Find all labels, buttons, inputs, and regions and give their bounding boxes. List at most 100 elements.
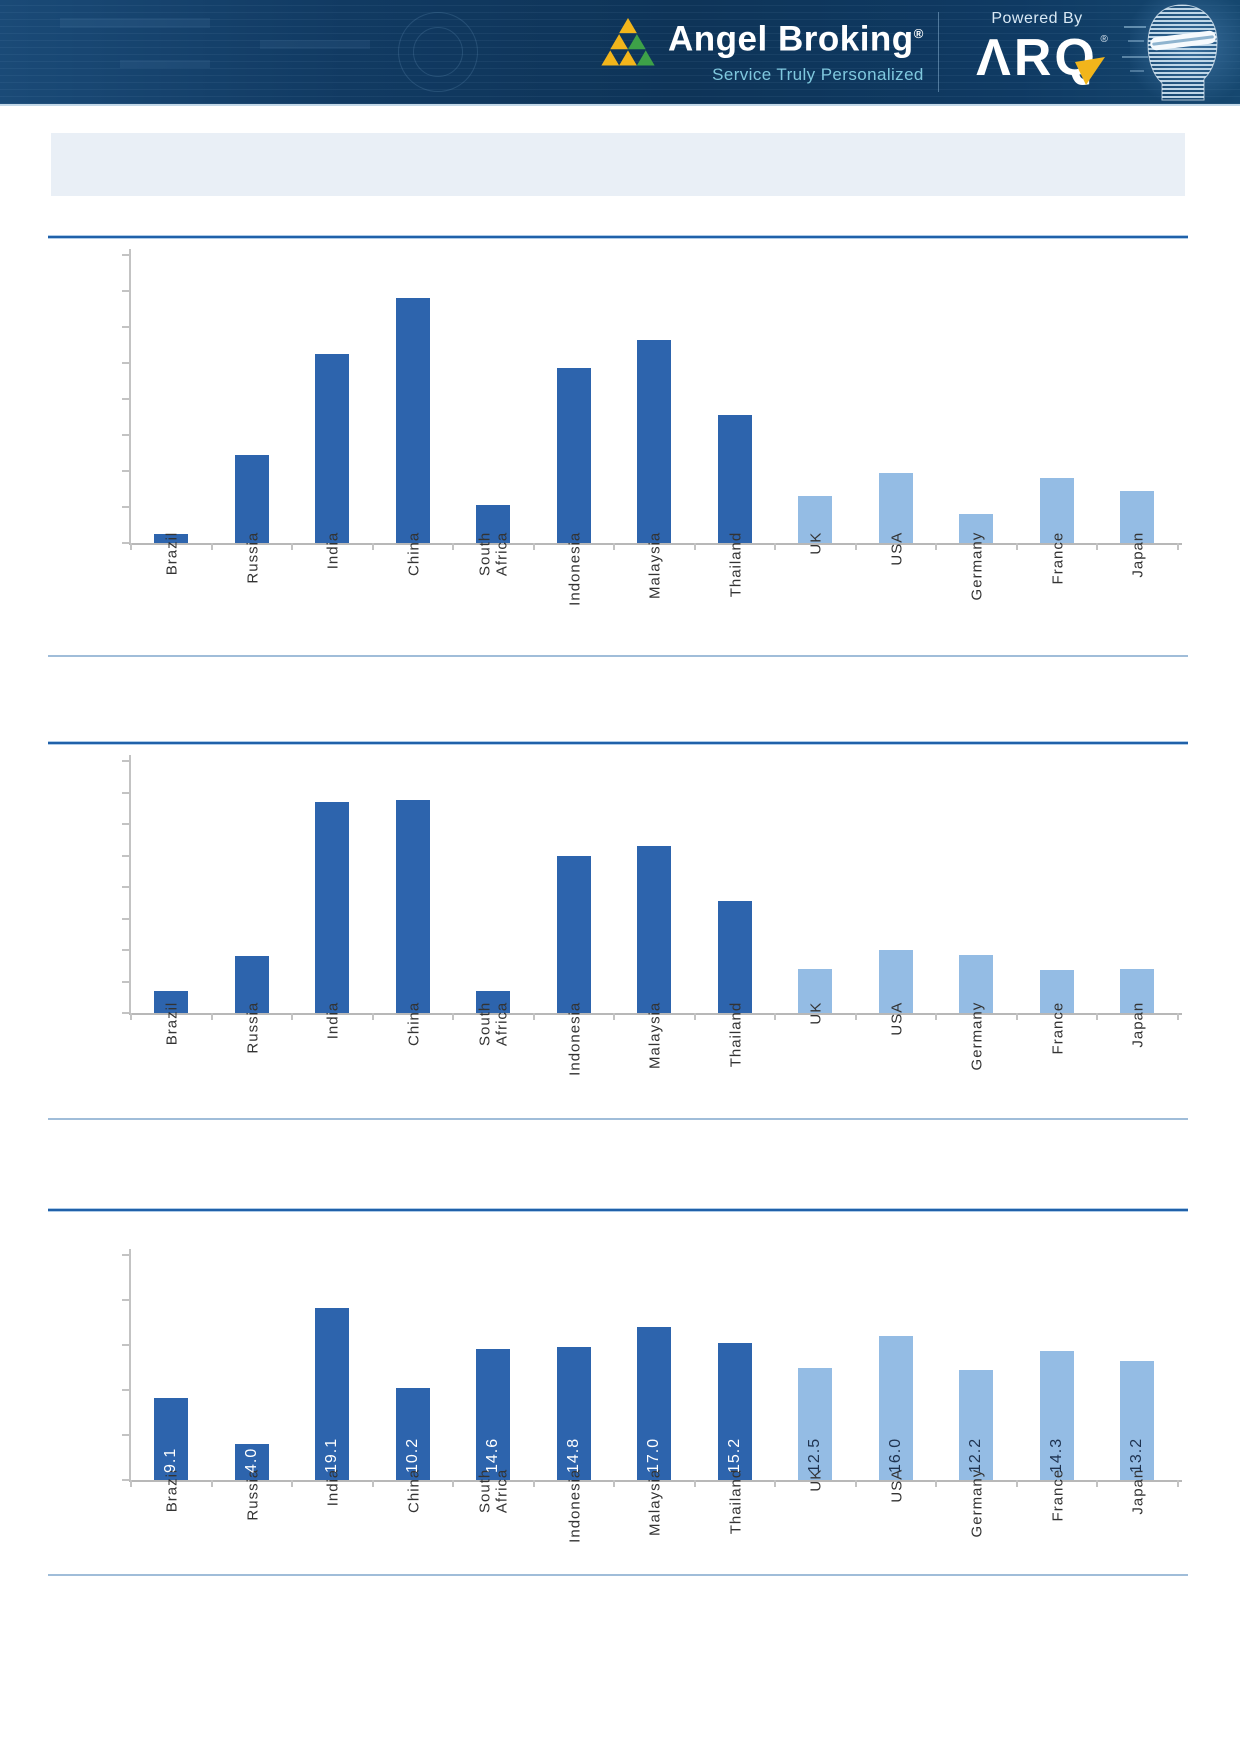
bar-china <box>395 800 430 1013</box>
x-label-malaysia: Malaysia <box>614 1469 695 1610</box>
x-label-south-africa: South Africa <box>453 1469 534 1610</box>
bar-brazil <box>154 1398 189 1480</box>
x-label-uk: UK <box>775 1002 856 1143</box>
chart-2-x-tick <box>693 1013 696 1020</box>
bar-russia <box>234 454 269 543</box>
chart-1-y-tick <box>122 290 129 292</box>
chart-2-y-tick <box>122 1012 129 1014</box>
circuit-chip-decor <box>120 60 210 68</box>
bar-germany <box>959 1370 994 1480</box>
chart-1-x-tick <box>1015 543 1018 550</box>
chart-2-x-tick <box>1096 1013 1098 1020</box>
chart-3-x-tick <box>1015 1480 1018 1487</box>
chart-2-x-tick <box>210 1013 213 1020</box>
digital-head-icon <box>1122 0 1240 102</box>
circuit-circle-decor <box>398 12 478 92</box>
chart-3-x-tick <box>532 1480 535 1487</box>
chart-3-y-tick <box>122 1299 129 1301</box>
chart-3-y-tick <box>122 1344 129 1346</box>
x-label-south-africa: South Africa <box>453 1002 534 1143</box>
arq-registered-mark: ® <box>1100 34 1108 45</box>
chart-2-x-tick <box>291 1013 293 1020</box>
bar-france <box>1039 970 1074 1013</box>
bar-china <box>395 1388 430 1480</box>
chart-3-x-tick <box>452 1480 454 1487</box>
chart-2-bottom-rule <box>48 1118 1188 1120</box>
chart-3-top-rule <box>48 1208 1188 1212</box>
bar-malaysia <box>637 1327 672 1480</box>
x-label-indonesia: Indonesia <box>534 1002 615 1143</box>
x-label-brazil: Brazil <box>131 1002 212 1143</box>
x-label-russia: Russia <box>212 1469 293 1610</box>
x-label-germany: Germany <box>936 1002 1017 1143</box>
title-band <box>51 133 1185 196</box>
bar-france <box>1039 1351 1074 1480</box>
bar-uk <box>798 496 833 543</box>
chart-3-y-tick <box>122 1479 129 1481</box>
x-label-france: France <box>1017 1469 1098 1610</box>
chart-1-y-axis <box>129 249 131 543</box>
chart-1-y-tick <box>122 254 129 256</box>
chart-1-x-tick <box>371 543 374 550</box>
chart-1-x-tick <box>854 543 857 550</box>
chart-3-y-tick <box>122 1389 129 1391</box>
chart-1-y-tick <box>122 434 129 436</box>
bar-japan <box>1120 1361 1155 1480</box>
chart-2-y-tick <box>122 854 129 857</box>
bar-germany <box>959 954 994 1013</box>
header-divider <box>938 12 939 92</box>
bar-india <box>315 1308 350 1480</box>
x-label-malaysia: Malaysia <box>614 1002 695 1143</box>
chart-1-x-tick <box>1176 543 1179 550</box>
chart-1-y-tick <box>122 542 129 544</box>
chart-2-x-tick <box>1015 1013 1018 1020</box>
bar-germany <box>959 514 994 543</box>
arq-wordmark: ΛRQ <box>976 29 1098 87</box>
bar-china <box>395 298 430 543</box>
chart-2-x-tick <box>452 1013 454 1020</box>
bar-india <box>315 801 350 1013</box>
chart-2-y-tick <box>122 823 129 825</box>
chart-3-bottom-rule <box>48 1574 1188 1576</box>
chart-3-x-tick <box>613 1480 615 1487</box>
powered-by-label: Powered By <box>991 10 1083 27</box>
chart-1-x-tick <box>130 543 132 550</box>
chart-3-x-tick <box>210 1480 213 1487</box>
bar-brazil <box>154 534 189 543</box>
chart-1-x-tick <box>1096 543 1098 550</box>
chart-1-y-tick <box>122 326 129 328</box>
bar-india <box>315 354 350 543</box>
bar-thailand <box>717 1343 752 1480</box>
chart-1-x-tick <box>613 543 615 550</box>
x-label-russia: Russia <box>212 1002 293 1143</box>
bar-malaysia <box>637 846 672 1013</box>
chart-2-y-tick <box>122 949 129 951</box>
bar-indonesia <box>556 1346 591 1480</box>
circuit-circle-decor <box>413 27 463 77</box>
x-label-thailand: Thailand <box>695 1002 776 1143</box>
bar-uk <box>798 1367 833 1480</box>
bar-south-africa <box>476 990 511 1013</box>
x-label-germany: Germany <box>936 1469 1017 1610</box>
x-label-japan: Japan <box>1097 1469 1178 1610</box>
circuit-chip-decor <box>60 18 210 28</box>
chart-1-x-axis <box>129 543 1182 545</box>
bar-usa <box>878 1336 913 1480</box>
chart-2-x-tick <box>1176 1013 1179 1020</box>
chart-2-top-rule <box>48 741 1188 745</box>
bar-uk <box>798 968 833 1013</box>
chart-2-x-tick <box>935 1013 937 1020</box>
chart-2-y-tick <box>122 886 129 888</box>
chart-1-y-tick <box>122 470 129 472</box>
chart-2-x-tick <box>774 1013 776 1020</box>
chart-2-y-axis <box>129 755 131 1013</box>
bar-indonesia <box>556 368 591 543</box>
x-label-china: China <box>373 1469 454 1610</box>
bar-russia <box>234 1444 269 1480</box>
chart-2-y-tick <box>122 760 129 762</box>
chart-3-x-tick <box>291 1480 293 1487</box>
bar-russia <box>234 956 269 1013</box>
chart-1-x-tick <box>532 543 535 550</box>
chart-2-y-tick <box>122 791 129 794</box>
